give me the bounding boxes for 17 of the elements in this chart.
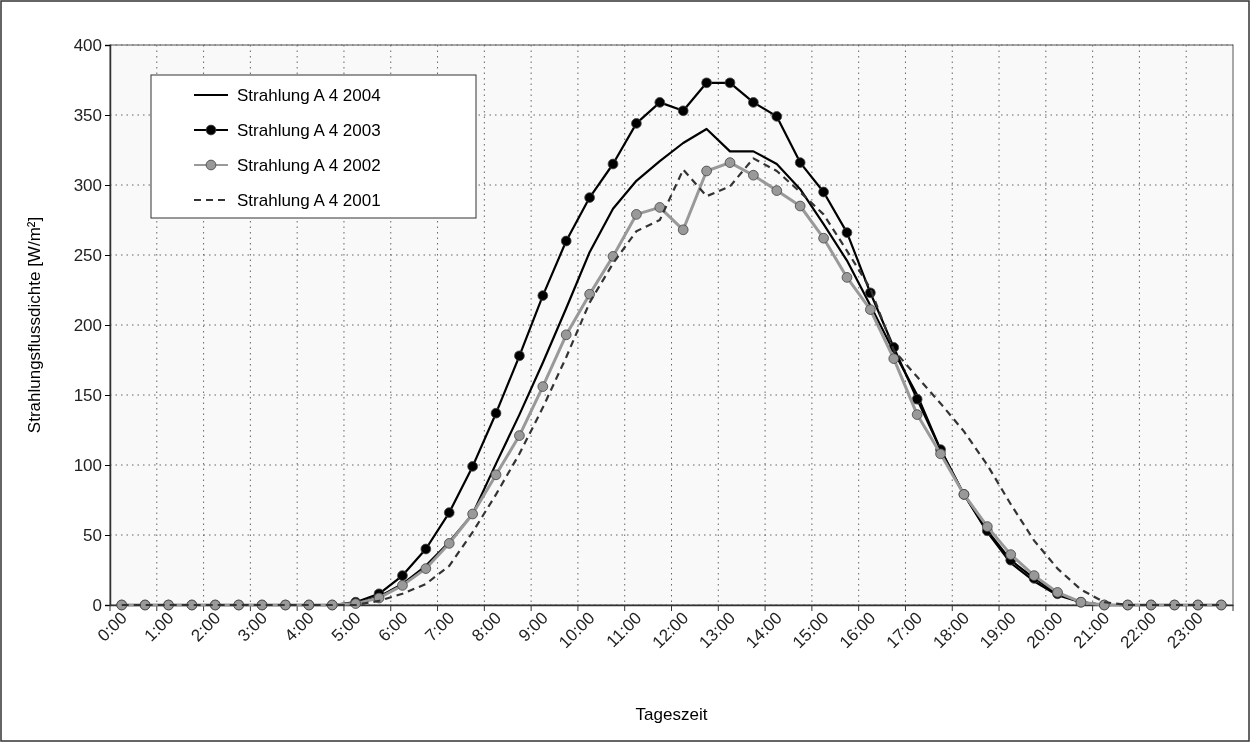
legend-label: Strahlung A 4 2004: [237, 86, 381, 105]
x-tick-label: 7:00: [421, 608, 459, 646]
y-tick-label: 250: [73, 245, 102, 265]
legend-label: Strahlung A 4 2003: [237, 121, 381, 140]
y-axis-title: Strahlungsflussdichte [W/m²]: [25, 216, 44, 434]
y-tick-label: 400: [73, 35, 102, 55]
y-tick-label: 200: [73, 315, 102, 335]
y-tick-label: 150: [73, 385, 102, 405]
legend-label: Strahlung A 4 2002: [237, 156, 381, 175]
y-tick-label: 300: [73, 175, 102, 195]
y-tick-label: 50: [83, 525, 102, 545]
y-tick-label: 350: [73, 105, 102, 125]
x-tick-label: 4:00: [280, 608, 318, 646]
y-tick-label: 100: [73, 455, 102, 475]
y-tick-label: 0: [92, 595, 102, 615]
x-axis-title: Tageszeit: [635, 705, 708, 724]
legend-label: Strahlung A 4 2001: [237, 191, 381, 210]
